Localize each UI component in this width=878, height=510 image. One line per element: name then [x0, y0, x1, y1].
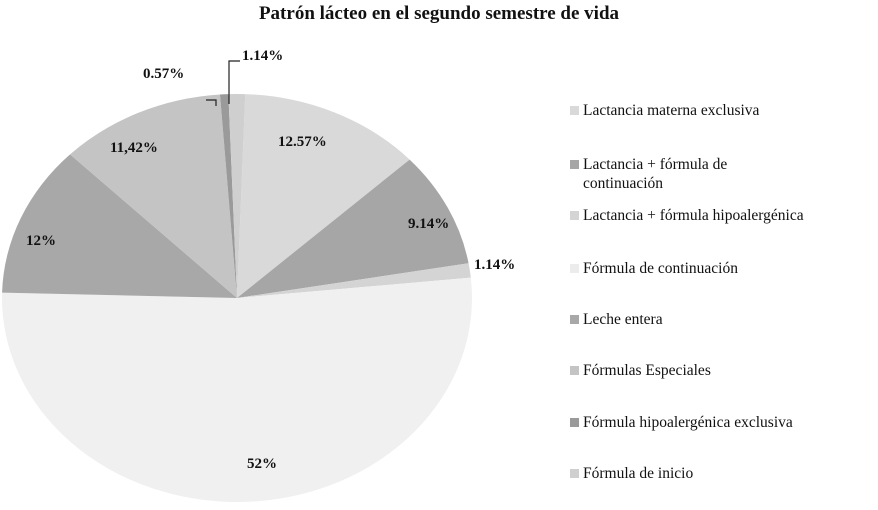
- legend-item: Fórmula hipoalergénica exclusiva: [570, 413, 793, 432]
- legend-swatch: [570, 211, 579, 220]
- pie-slice: [70, 94, 237, 298]
- legend-label: Lactancia + fórmula hipoalergénica: [583, 207, 804, 224]
- legend-item: Leche entera: [570, 310, 663, 329]
- leader-line: [206, 99, 217, 106]
- pie-slice: [228, 94, 246, 298]
- label-lactancia-materna: 12.57%: [278, 134, 327, 150]
- label-formulas-especiales: 11,42%: [110, 140, 158, 156]
- legend-swatch: [570, 366, 579, 375]
- legend-item: Fórmula de continuación: [570, 259, 738, 278]
- label-hipoalergenica-exclusiva: 0.57%: [143, 66, 185, 82]
- pie-slice: [1, 277, 472, 503]
- legend-label: Fórmula de continuación: [583, 260, 738, 277]
- legend-label: Lactancia + fórmula de: [583, 156, 728, 173]
- pie-slice: [237, 263, 471, 298]
- legend-label-line2: continuación: [583, 175, 664, 192]
- legend-item: Fórmula de inicio: [570, 464, 693, 483]
- legend-swatch: [570, 315, 579, 324]
- legend-swatch: [570, 160, 579, 169]
- legend-label: Leche entera: [583, 311, 663, 328]
- label-lactancia-formula-continuacion: 9.14%: [408, 216, 450, 232]
- pie-slice: [237, 159, 469, 298]
- label-leche-entera: 12%: [26, 233, 56, 249]
- label-lactancia-hipoalergenica: 1.14%: [474, 257, 516, 273]
- legend-item: Fórmulas Especiales: [570, 361, 711, 380]
- legend-label: Fórmula de inicio: [583, 465, 694, 482]
- pie-slice: [219, 94, 237, 299]
- legend-item: Lactancia + fórmula de continuación: [570, 155, 727, 193]
- legend-swatch: [570, 469, 579, 478]
- legend-label: Lactancia materna exclusiva: [583, 102, 760, 119]
- legend-swatch: [570, 106, 579, 115]
- legend-item: Lactancia + fórmula hipoalergénica: [570, 206, 804, 225]
- legend-item: Lactancia materna exclusiva: [570, 101, 759, 120]
- pie-slice: [2, 154, 237, 298]
- legend-swatch: [570, 418, 579, 427]
- pie-slice: [237, 94, 410, 298]
- leader-line: [228, 60, 240, 104]
- label-formula-inicio: 1.14%: [242, 48, 284, 64]
- chart-title: Patrón lácteo en el segundo semestre de …: [258, 3, 620, 24]
- legend-label: Fórmula hipoalergénica exclusiva: [583, 414, 793, 431]
- legend-label: Fórmulas Especiales: [583, 362, 711, 379]
- legend-swatch: [570, 264, 579, 273]
- label-formula-continuacion: 52%: [247, 456, 277, 472]
